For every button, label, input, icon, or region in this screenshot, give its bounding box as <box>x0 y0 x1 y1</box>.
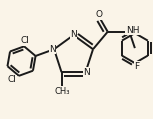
Text: Cl: Cl <box>21 36 29 45</box>
Text: F: F <box>134 62 139 71</box>
Text: N: N <box>83 68 90 77</box>
Text: N: N <box>49 45 56 54</box>
Text: CH₃: CH₃ <box>54 87 70 96</box>
Text: N: N <box>70 30 77 39</box>
Text: NH: NH <box>126 26 139 35</box>
Text: Cl: Cl <box>7 75 16 84</box>
Text: O: O <box>96 10 103 19</box>
